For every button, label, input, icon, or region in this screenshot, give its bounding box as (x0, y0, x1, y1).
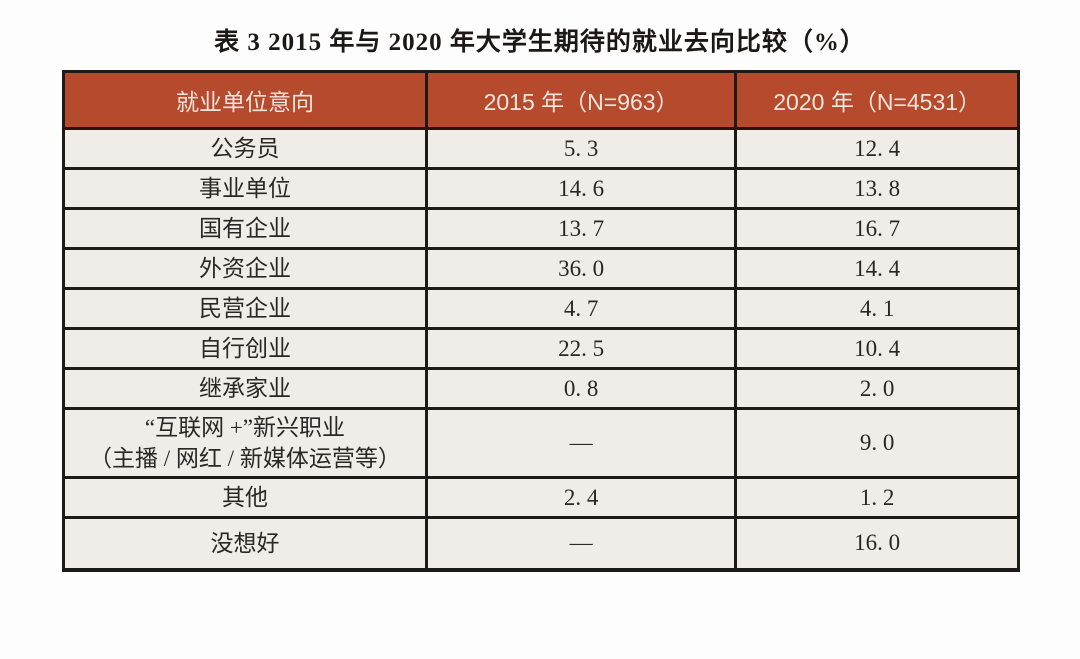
row-label: “互联网 +”新兴职业 （主播 / 网红 / 新媒体运营等） (62, 406, 428, 480)
value-2020: 14. 4 (734, 247, 1020, 290)
table-row: 其他 2. 4 1. 2 (62, 476, 1020, 520)
column-header-2015: 2015 年（N=963） (424, 70, 738, 130)
value-2020: 1. 2 (734, 476, 1020, 520)
table-row: 民营企业 4. 7 4. 1 (62, 287, 1020, 330)
header-row: 就业单位意向 2015 年（N=963） 2020 年（N=4531） (62, 70, 1020, 130)
table-row: 外资企业 36. 0 14. 4 (62, 247, 1020, 290)
value-2015: 36. 0 (424, 247, 738, 290)
row-label: 民营企业 (62, 287, 428, 330)
value-2015: — (424, 516, 738, 572)
value-2020: 16. 7 (734, 207, 1020, 250)
row-label: 自行创业 (62, 327, 428, 370)
table-row: 继承家业 0. 8 2. 0 (62, 367, 1020, 410)
table-header: 就业单位意向 2015 年（N=963） 2020 年（N=4531） (62, 70, 1020, 130)
column-header-2020: 2020 年（N=4531） (734, 70, 1020, 130)
value-2015: 0. 8 (424, 367, 738, 410)
table-caption: 表 3 2015 年与 2020 年大学生期待的就业去向比较（%） (214, 29, 866, 56)
value-2015: 13. 7 (424, 207, 738, 250)
table-row: 自行创业 22. 5 10. 4 (62, 327, 1020, 370)
table-body: 公务员 5. 3 12. 4 事业单位 14. 6 13. 8 国有企业 13. 7 16. 7… (62, 127, 1020, 572)
table-row: 没想好 —16. 0 (62, 516, 1020, 572)
table-row: 公务员 5. 3 12. 4 (62, 127, 1020, 170)
column-header-intention: 就业单位意向 (62, 70, 428, 130)
value-2020: 4. 1 (734, 287, 1020, 330)
value-2020: 2. 0 (734, 367, 1020, 410)
table-row: “互联网 +”新兴职业 （主播 / 网红 / 新媒体运营等） —9. 0 (62, 406, 1020, 480)
table-row: 事业单位 14. 6 13. 8 (62, 167, 1020, 210)
value-2015: 4. 7 (424, 287, 738, 330)
row-label: 继承家业 (62, 367, 428, 410)
value-2015: 5. 3 (424, 127, 738, 170)
row-label: 国有企业 (62, 207, 428, 250)
value-2020: 13. 8 (734, 167, 1020, 210)
row-label: 其他 (62, 476, 428, 520)
value-2020: 16. 0 (734, 516, 1020, 572)
row-label: 没想好 (62, 516, 428, 572)
value-2020: 9. 0 (734, 406, 1020, 480)
value-2015: 2. 4 (424, 476, 738, 520)
value-2015: 14. 6 (424, 167, 738, 210)
comparison-table: 就业单位意向 2015 年（N=963） 2020 年（N=4531） 公务员 5… (62, 70, 1020, 572)
value-2015: — (424, 406, 738, 480)
value-2015: 22. 5 (424, 327, 738, 370)
value-2020: 10. 4 (734, 327, 1020, 370)
table-row: 国有企业 13. 7 16. 7 (62, 207, 1020, 250)
row-label: 外资企业 (62, 247, 428, 290)
row-label: 事业单位 (62, 167, 428, 210)
value-2020: 12. 4 (734, 127, 1020, 170)
row-label: 公务员 (62, 127, 428, 170)
